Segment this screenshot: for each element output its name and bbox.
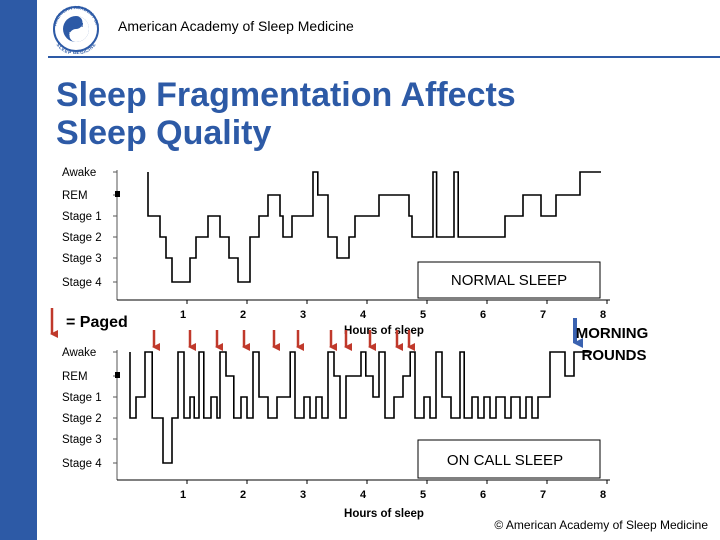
oncall-x-tick-label-2: 2 [240,489,246,501]
normal-stage-label-stage-2: Stage 2 [62,232,102,244]
normal-x-tick-label-2: 2 [240,309,246,321]
org-name: American Academy of Sleep Medicine [118,18,354,34]
oncall-x-tick-label-3: 3 [300,489,306,501]
oncall-stage-label-stage-1: Stage 1 [62,392,102,404]
normal-sleep-chart: Awake REM Stage 1 Stage 2 Stage 3 Stage 4 1 2 3… [62,167,610,337]
morning-rounds-label-line-1: MORNING [576,325,649,342]
left-accent-bar [0,0,37,540]
paged-event-arrows [152,330,415,351]
normal-x-tick-label-1: 1 [180,309,186,321]
oncall-x-tick-label-1: 1 [180,489,186,501]
normal-x-axis-title: Hours of sleep [344,325,424,337]
normal-x-tick-label-8: 8 [600,309,606,321]
normal-sleep-label: NORMAL SLEEP [451,272,567,289]
normal-sleep-trace [147,171,601,283]
oncall-stage-label-stage-3: Stage 3 [62,434,102,446]
morning-rounds-label-line-2: ROUNDS [581,347,646,364]
oncall-x-tick-label-7: 7 [540,489,546,501]
normal-x-tick-label-5: 5 [420,309,426,321]
normal-sleep-label-box [417,261,601,299]
oncall-stage-label-stage-4: Stage 4 [62,458,102,470]
on-call-sleep-label-box [417,439,601,479]
logo-center-top: AASM [69,23,84,29]
oncall-stage-label-awake: Awake [62,347,96,359]
header-divider [48,56,720,58]
normal-x-tick-label-6: 6 [480,309,486,321]
slide-title: Sleep Fragmentation Affects Sleep Qualit… [56,76,696,152]
slide-title-line-2: Sleep Quality [56,114,272,152]
on-call-sleep-label: ON CALL SLEEP [447,452,563,469]
on-call-rem-marker [115,372,120,378]
oncall-x-tick-label-4: 4 [360,489,367,501]
normal-rem-marker [115,191,120,197]
copyright-footer: © American Academy of Sleep Medicine [494,518,708,532]
normal-x-tick-label-4: 4 [360,309,367,321]
on-call-sleep-trace [129,351,592,464]
oncall-x-tick-label-5: 5 [420,489,426,501]
slide-title-line-1: Sleep Fragmentation Affects [56,76,516,114]
normal-x-tick-label-7: 7 [540,309,546,321]
normal-stage-labels: Awake REM Stage 1 Stage 2 Stage 3 Stage 4 [62,167,117,289]
oncall-stage-label-rem: REM [62,371,88,383]
on-call-sleep-chart: Awake REM Stage 1 Stage 2 Stage 3 Stage 4 1 2 3… [62,347,610,520]
normal-stage-label-stage-1: Stage 1 [62,211,102,223]
oncall-stage-label-stage-2: Stage 2 [62,413,102,425]
oncall-x-tick-label-6: 6 [480,489,486,501]
on-call-x-axis-title: Hours of sleep [344,508,424,520]
aasm-logo-icon: AASM SLEEP AMERICAN ACADEMY OF SLEEP MED… [52,5,100,54]
logo-center: SLEEP [69,31,84,36]
oncall-x-tick-label-8: 8 [600,489,606,501]
on-call-stage-labels: Awake REM Stage 1 Stage 2 Stage 3 Stage 4 [62,347,117,470]
paged-legend-label: = Paged [66,314,128,331]
normal-stage-label-awake: Awake [62,167,96,179]
normal-x-tick-label-3: 3 [300,309,306,321]
normal-stage-label-stage-4: Stage 4 [62,277,102,289]
normal-x-ticks: 1 2 3 4 5 6 7 8 [180,300,608,321]
normal-stage-label-stage-3: Stage 3 [62,253,102,265]
normal-stage-label-rem: REM [62,190,88,202]
on-call-x-ticks: 1 2 3 4 5 6 7 8 [180,480,608,501]
